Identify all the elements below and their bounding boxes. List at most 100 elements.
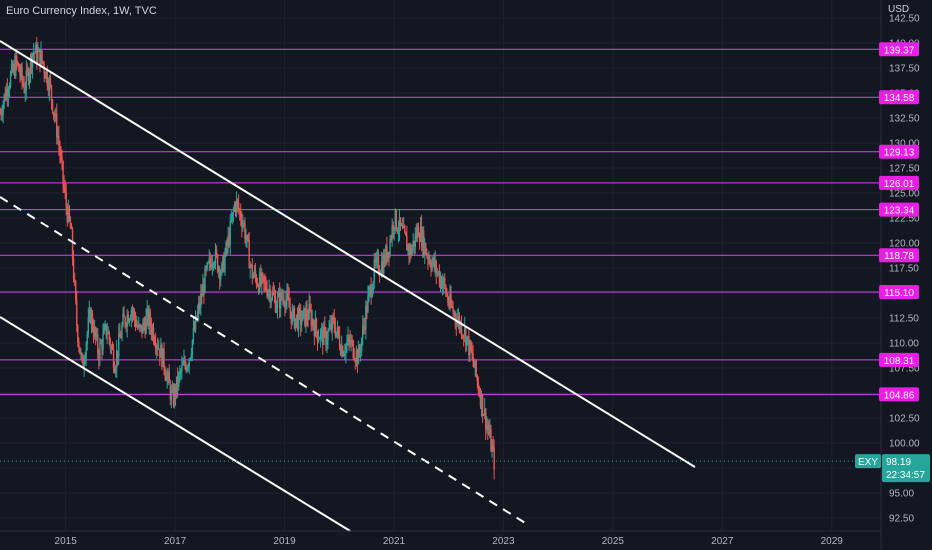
candle-body [403,226,405,229]
candle-body [143,321,145,325]
channel-midline[interactable] [0,196,526,524]
candle-body [180,371,182,372]
candle-body [230,220,232,222]
trend-lines[interactable] [0,40,696,532]
candle-body [266,289,268,297]
candle-body [291,310,293,324]
candle-body [97,334,99,354]
candle-body [4,94,6,100]
candle-body [280,291,282,309]
channel-line[interactable] [0,40,696,468]
y-tick-label: 100.00 [889,439,920,450]
candle-body [420,225,423,248]
candle-body [359,351,362,353]
candle-body [185,365,187,371]
level-label: 118.78 [884,251,914,262]
level-label-tag [879,387,919,402]
candle-body [438,271,441,284]
candle-body [473,362,475,368]
candle-body [106,333,108,336]
candle-body [352,340,354,358]
candle-body [384,255,386,264]
candle-body [173,387,176,405]
channel-line[interactable] [0,316,351,532]
time-axis[interactable]: 2015 2017 2019 2021 2023 2025 2027 2029 [55,536,844,547]
candle-body [422,230,425,255]
candle-body [330,323,332,331]
candle-body [45,71,47,79]
candle-body [154,343,157,349]
candle-body [254,270,257,277]
candle-body [471,351,473,355]
candle-body [408,245,410,255]
candle-body [86,333,88,344]
candle-body [73,279,76,282]
candle-body [241,220,243,228]
candle-body [120,337,122,339]
candle-body [105,324,107,336]
y-tick-label: 107.50 [889,364,920,375]
candle-body [203,284,205,293]
candle-body [88,309,91,318]
candle-body [110,346,113,348]
horizontal-levels[interactable] [0,48,881,395]
candle-body [127,314,129,323]
candle-body [226,242,228,247]
candle-body [255,276,258,285]
candle-body [348,337,350,341]
candle-body [453,312,455,314]
candle-body [344,353,346,354]
candle-body [53,113,56,118]
candle-body [459,322,462,328]
candle-body [427,255,429,260]
candle-body [345,345,347,354]
candle-body [302,310,304,321]
candle-body [321,328,323,332]
candle-body [98,353,100,361]
candle-body [245,238,247,240]
candle-body [191,340,194,355]
candle-body [452,306,454,313]
candle-body [72,258,75,280]
candle-body [419,225,422,241]
candle-body [404,226,406,232]
candle-body [59,146,61,156]
candle-body [220,274,222,280]
candle-body [151,327,154,335]
price-axis[interactable]: 92.5095.0097.50100.00102.50105.00107.501… [889,14,920,525]
candle-body [107,332,109,334]
candle-body [181,365,183,372]
candle-body [285,299,287,307]
candle-body [251,264,254,279]
candle-body [193,327,196,331]
candle-body [282,298,284,300]
candle-body [414,234,416,247]
candle-body [478,390,481,395]
candle-body [354,360,357,362]
candle-body [134,318,137,327]
candle-body [479,394,482,407]
candle-body [84,357,86,363]
x-tick-label: 2021 [383,536,406,547]
x-tick-label: 2025 [602,536,625,547]
candle-body [311,319,313,326]
candle-body [58,136,60,147]
candle-body [201,293,203,297]
candle-body [335,331,338,336]
candle-body [12,63,15,72]
candle-body [60,155,62,157]
y-tick-label: 122.50 [889,214,920,225]
candle-body [164,368,166,376]
candle-body [315,319,318,332]
candle-body [172,390,175,405]
y-tick-label: 92.50 [889,514,914,525]
candle-body [493,447,495,470]
candle-body [50,85,53,100]
candle-body [409,247,411,255]
y-tick-label: 117.50 [889,264,919,275]
candle-body [8,86,11,91]
candle-body [118,333,120,357]
candle-body [35,44,37,54]
candle-body [317,339,320,342]
